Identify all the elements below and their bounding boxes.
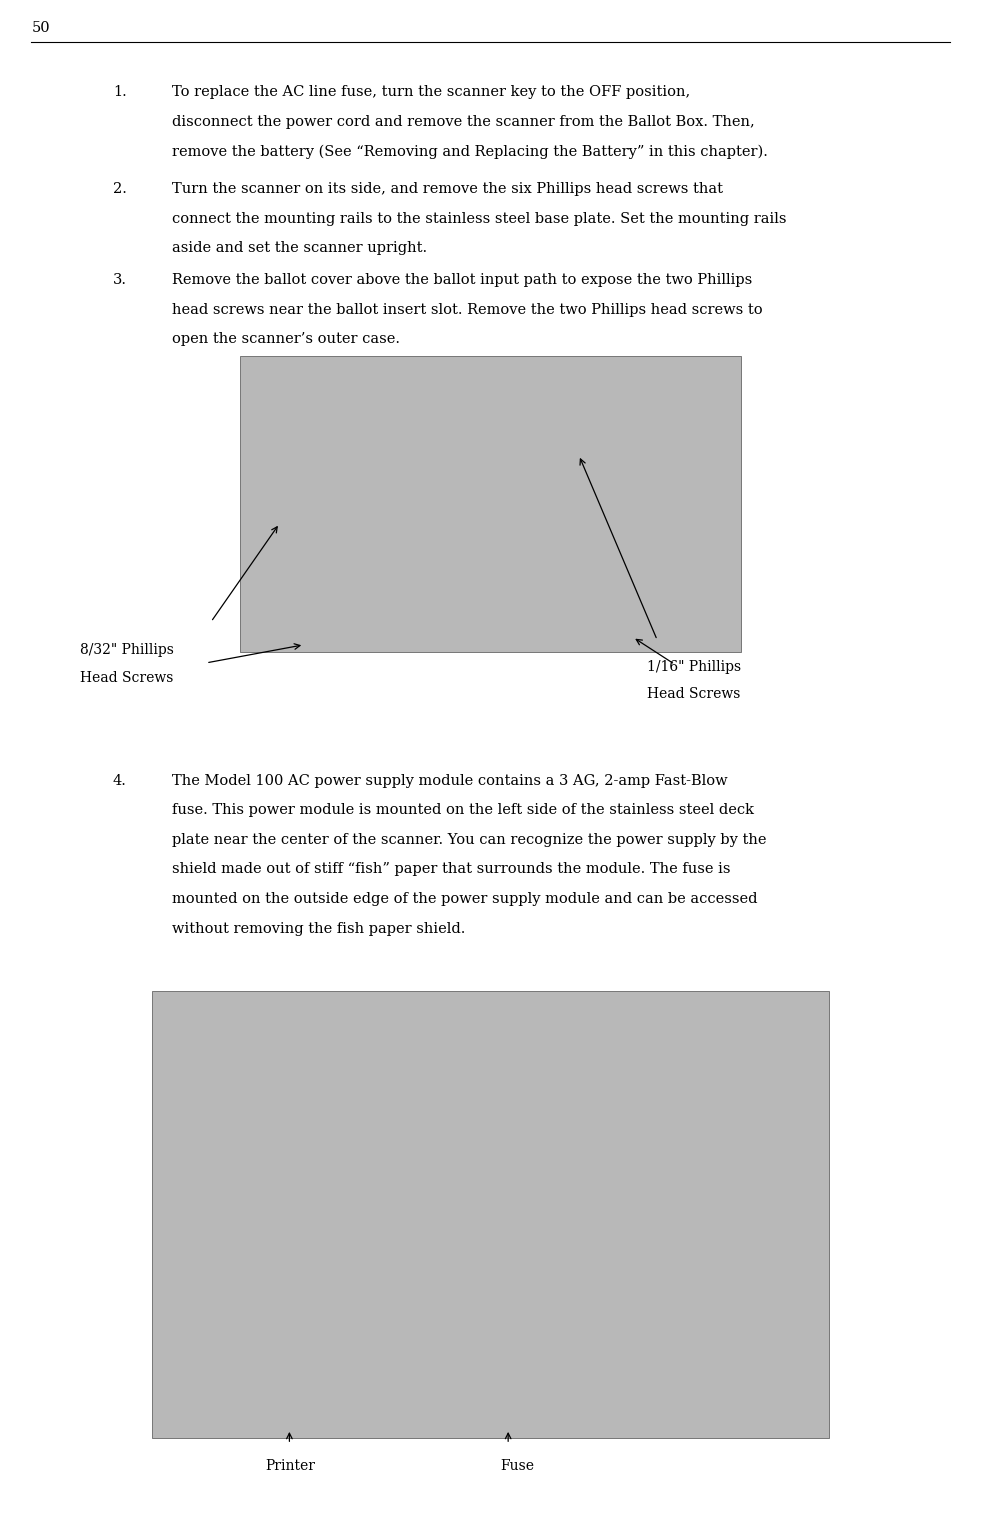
Bar bbox=[240, 356, 741, 652]
Text: 3.: 3. bbox=[113, 273, 127, 287]
Text: Remove the ballot cover above the ballot input path to expose the two Phillips: Remove the ballot cover above the ballot… bbox=[172, 273, 751, 287]
Text: To replace the AC line fuse, turn the scanner key to the OFF position,: To replace the AC line fuse, turn the sc… bbox=[172, 85, 690, 99]
Bar bbox=[152, 991, 829, 1438]
Text: plate near the center of the scanner. You can recognize the power supply by the: plate near the center of the scanner. Yo… bbox=[172, 833, 766, 846]
Text: The Model 100 AC power supply module contains a 3 AG, 2-amp Fast-Blow: The Model 100 AC power supply module con… bbox=[172, 774, 727, 787]
Text: fuse. This power module is mounted on the left side of the stainless steel deck: fuse. This power module is mounted on th… bbox=[172, 804, 753, 818]
Text: 8/32" Phillips: 8/32" Phillips bbox=[80, 643, 175, 657]
Text: 2.: 2. bbox=[113, 182, 127, 196]
Text: Fuse: Fuse bbox=[500, 1459, 535, 1473]
Text: 1.: 1. bbox=[113, 85, 127, 99]
Text: 50: 50 bbox=[31, 21, 50, 35]
Text: 4.: 4. bbox=[113, 774, 127, 787]
Text: Turn the scanner on its side, and remove the six Phillips head screws that: Turn the scanner on its side, and remove… bbox=[172, 182, 723, 196]
Text: shield made out of stiff “fish” paper that surrounds the module. The fuse is: shield made out of stiff “fish” paper th… bbox=[172, 862, 730, 877]
Text: connect the mounting rails to the stainless steel base plate. Set the mounting r: connect the mounting rails to the stainl… bbox=[172, 212, 786, 226]
Text: Printer: Printer bbox=[265, 1459, 315, 1473]
Text: disconnect the power cord and remove the scanner from the Ballot Box. Then,: disconnect the power cord and remove the… bbox=[172, 115, 754, 129]
Text: Head Screws: Head Screws bbox=[80, 671, 174, 684]
Text: remove the battery (See “Removing and Replacing the Battery” in this chapter).: remove the battery (See “Removing and Re… bbox=[172, 144, 767, 158]
Text: open the scanner’s outer case.: open the scanner’s outer case. bbox=[172, 332, 399, 346]
Text: without removing the fish paper shield.: without removing the fish paper shield. bbox=[172, 922, 465, 936]
Text: 1/16" Phillips: 1/16" Phillips bbox=[647, 660, 742, 674]
Text: aside and set the scanner upright.: aside and set the scanner upright. bbox=[172, 241, 427, 255]
Text: head screws near the ballot insert slot. Remove the two Phillips head screws to: head screws near the ballot insert slot.… bbox=[172, 303, 762, 317]
Text: Head Screws: Head Screws bbox=[647, 687, 741, 701]
Text: mounted on the outside edge of the power supply module and can be accessed: mounted on the outside edge of the power… bbox=[172, 892, 757, 906]
